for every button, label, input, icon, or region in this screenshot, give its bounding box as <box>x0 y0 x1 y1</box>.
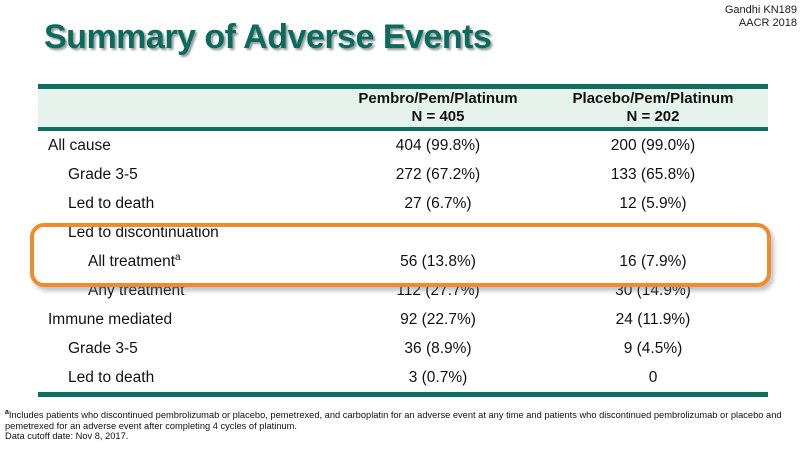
pembro-value: 56 (13.8%) <box>400 252 476 270</box>
pembro-value: 112 (27.7%) <box>396 281 480 299</box>
table-row-led-to-death: Led to death 27 (6.7%) 12 (5.9%) <box>38 189 768 218</box>
row-label: Grade 3-5 <box>68 339 138 357</box>
table-body: All cause 404 (99.8%) 200 (99.0%) Grade … <box>38 131 768 397</box>
column-header-placebo: Placebo/Pem/Platinum N = 202 <box>538 89 768 127</box>
row-label: Led to death <box>68 194 155 212</box>
table-row-any-treatment: Any treatment 112 (27.7%) 30 (14.9%) <box>38 276 768 305</box>
slide-title: Summary of Adverse Events <box>44 18 492 56</box>
footnote: aIncludes patients who discontinued pemb… <box>5 408 800 442</box>
column-name: Pembro/Pem/Platinum <box>358 90 518 107</box>
attribution: Gandhi KN189 AACR 2018 <box>725 4 797 30</box>
table-row-immune-led-to-death: Led to death 3 (0.7%) 0 <box>38 363 768 392</box>
placebo-value: 30 (14.9%) <box>615 281 691 299</box>
row-label: Grade 3-5 <box>68 165 138 183</box>
placebo-value: 133 (65.8%) <box>610 165 696 183</box>
attribution-line-2: AACR 2018 <box>738 17 797 29</box>
header-label-spacer <box>38 89 338 127</box>
row-label: Led to death <box>68 368 155 386</box>
data-cutoff-note: Data cutoff date: Nov 8, 2017. <box>5 431 129 442</box>
row-label: Any treatment <box>88 281 185 299</box>
pembro-value: 272 (67.2%) <box>395 165 481 183</box>
row-label: Immune mediated <box>48 310 173 328</box>
row-label: All treatmenta <box>88 251 181 270</box>
footnote-text: aIncludes patients who discontinued pemb… <box>5 408 782 431</box>
pembro-value: 27 (6.7%) <box>404 194 472 212</box>
row-label: All cause <box>48 136 111 154</box>
row-label: Led to discontinuation <box>68 223 219 241</box>
table-row-all-cause: All cause 404 (99.8%) 200 (99.0%) <box>38 131 768 160</box>
table-row-immune-grade-3-5: Grade 3-5 36 (8.9%) 9 (4.5%) <box>38 334 768 363</box>
pembro-value: 36 (8.9%) <box>404 339 472 357</box>
footnote-marker-ref: a <box>175 251 181 263</box>
column-header-pembro: Pembro/Pem/Platinum N = 405 <box>338 89 538 127</box>
adverse-events-table: Pembro/Pem/Platinum N = 405 Placebo/Pem/… <box>38 84 768 397</box>
placebo-value: 200 (99.0%) <box>610 136 696 154</box>
attribution-line-1: Gandhi KN189 <box>724 4 797 16</box>
table-row-all-treatment: All treatmenta 56 (13.8%) 16 (7.9%) <box>38 247 768 276</box>
pembro-value: 404 (99.8%) <box>395 136 481 154</box>
table-header: Pembro/Pem/Platinum N = 405 Placebo/Pem/… <box>38 84 768 131</box>
placebo-value: 12 (5.9%) <box>619 194 687 212</box>
placebo-value: 9 (4.5%) <box>623 339 683 357</box>
placebo-value: 16 (7.9%) <box>619 252 687 270</box>
footnote-marker: a <box>5 408 9 416</box>
table-row-led-to-discontinuation: Led to discontinuation <box>38 218 768 247</box>
placebo-value: 24 (11.9%) <box>615 310 691 328</box>
table-row-immune-mediated: Immune mediated 92 (22.7%) 24 (11.9%) <box>38 305 768 334</box>
pembro-value: 3 (0.7%) <box>408 368 468 386</box>
pembro-value: 92 (22.7%) <box>400 310 476 328</box>
column-n: N = 405 <box>411 108 465 125</box>
column-n: N = 202 <box>626 108 680 125</box>
column-name: Placebo/Pem/Platinum <box>572 90 734 107</box>
placebo-value: 0 <box>648 368 658 386</box>
table-row-grade-3-5: Grade 3-5 272 (67.2%) 133 (65.8%) <box>38 160 768 189</box>
